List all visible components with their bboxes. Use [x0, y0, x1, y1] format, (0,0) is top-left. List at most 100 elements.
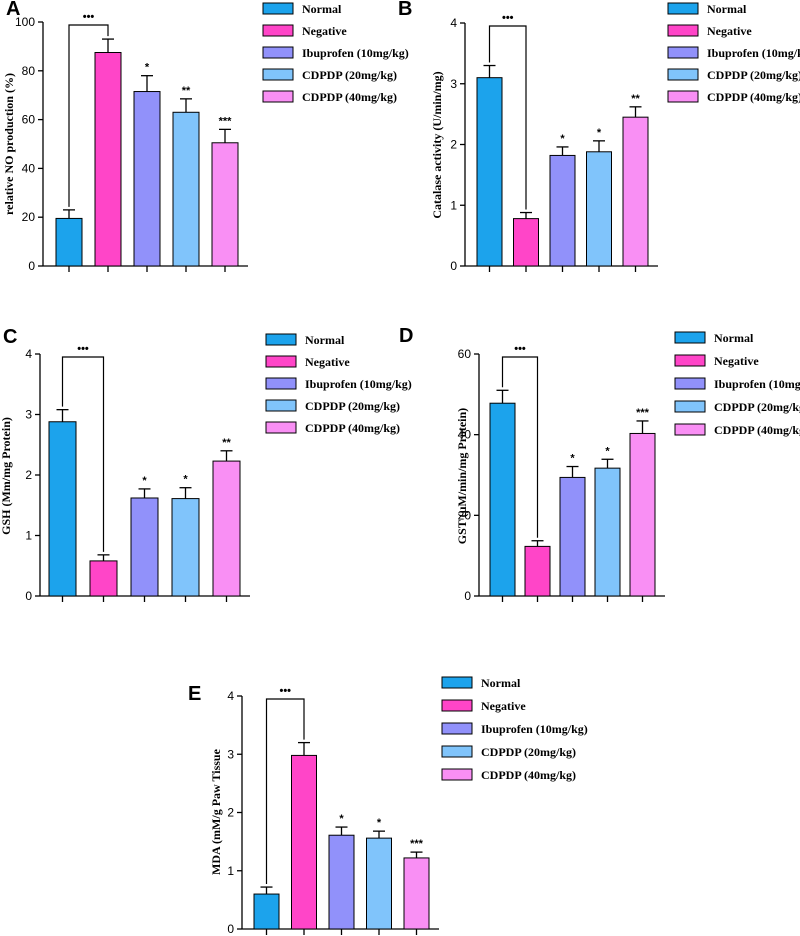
- comparison-marker: •••: [279, 685, 291, 697]
- legend-swatch: [667, 2, 699, 15]
- significance-label: *: [560, 133, 565, 145]
- y-tick-label: 0: [28, 259, 35, 273]
- y-tick-label: 0: [25, 589, 32, 603]
- legend-swatch: [674, 400, 706, 413]
- y-tick-label: 1: [25, 529, 32, 543]
- legend-label: CDPDP (40mg/kg): [305, 421, 400, 435]
- y-tick-label: 2: [450, 138, 457, 152]
- legend-label: CDPDP (20mg/kg): [714, 400, 800, 414]
- y-tick-label: 0: [227, 922, 234, 936]
- legend-swatch: [674, 423, 706, 436]
- y-tick-label: 20: [458, 508, 472, 522]
- y-axis-label: GST (μM/min/mg Protein): [455, 408, 469, 544]
- bar: [212, 460, 241, 597]
- legend-label: CDPDP (20mg/kg): [481, 745, 576, 759]
- bar: [211, 142, 239, 267]
- y-tick-label: 1: [227, 864, 234, 878]
- y-tick-label: 2: [227, 806, 234, 820]
- bar: [55, 217, 83, 267]
- legend-label: CDPDP (20mg/kg): [707, 68, 800, 82]
- legend-label: CDPDP (40mg/kg): [481, 768, 576, 782]
- legend-label: Negative: [707, 24, 752, 38]
- legend-label: Normal: [481, 676, 521, 690]
- legend-label: Normal: [305, 333, 345, 347]
- bar: [94, 52, 122, 267]
- legend-label: CDPDP (40mg/kg): [707, 90, 800, 104]
- legend-label: Negative: [714, 354, 759, 368]
- legend-swatch: [441, 768, 473, 781]
- legend-label: Normal: [714, 331, 754, 345]
- comparison-marker: •••: [77, 343, 89, 355]
- bar: [253, 893, 280, 930]
- bar: [291, 754, 317, 930]
- comparison-marker: •••: [502, 12, 514, 24]
- bar: [403, 857, 430, 930]
- bar: [549, 154, 576, 267]
- significance-label: ***: [410, 838, 424, 850]
- legend-label: Ibuprofen (10mg/kg): [302, 46, 409, 60]
- y-tick-label: 0: [464, 589, 471, 603]
- legend-swatch: [441, 676, 473, 689]
- legend-swatch: [262, 90, 294, 103]
- legend-label: CDPDP (40mg/kg): [714, 423, 800, 437]
- legend-swatch: [667, 68, 699, 81]
- comparison-bracket: [61, 356, 105, 552]
- comparison-marker: •••: [83, 11, 95, 23]
- significance-label: **: [631, 93, 640, 105]
- bar: [172, 111, 200, 267]
- significance-label: *: [377, 817, 382, 829]
- bar: [559, 476, 586, 597]
- y-tick-label: 60: [22, 113, 36, 127]
- significance-label: *: [183, 474, 188, 486]
- panel-letter: E: [188, 683, 201, 705]
- significance-label: *: [145, 62, 150, 74]
- legend-swatch: [262, 2, 294, 15]
- legend-label: Ibuprofen (10mg/kg): [714, 377, 800, 391]
- panel-letter: A: [6, 0, 20, 20]
- legend-swatch: [667, 90, 699, 103]
- y-tick-label: 4: [450, 16, 457, 30]
- bar: [629, 432, 656, 597]
- significance-label: **: [222, 437, 231, 449]
- legend-swatch: [674, 331, 706, 344]
- y-tick-label: 2: [25, 468, 32, 482]
- y-tick-label: 80: [22, 64, 36, 78]
- legend-label: Negative: [305, 355, 350, 369]
- significance-label: *: [605, 445, 610, 457]
- y-tick-label: 40: [458, 428, 472, 442]
- legend-label: Ibuprofen (10mg/kg): [305, 377, 412, 391]
- legend-swatch: [265, 377, 297, 390]
- bar: [130, 497, 159, 597]
- bar: [489, 402, 516, 597]
- legend-swatch: [667, 24, 699, 37]
- y-tick-label: 40: [22, 161, 36, 175]
- legend-label: Ibuprofen (10mg/kg): [481, 722, 588, 736]
- bar: [133, 91, 161, 267]
- significance-label: *: [597, 127, 602, 139]
- y-tick-label: 3: [227, 747, 234, 761]
- significance-label: *: [339, 813, 344, 825]
- y-tick-label: 4: [227, 689, 234, 703]
- significance-label: *: [142, 475, 147, 487]
- y-axis-label: MDA (mM/g Paw Tissue: [209, 748, 223, 875]
- legend-label: Ibuprofen (10mg/kg): [707, 46, 800, 60]
- y-tick-label: 100: [15, 15, 35, 29]
- significance-label: ***: [636, 407, 650, 419]
- significance-label: ***: [219, 115, 233, 127]
- panel-letter: D: [399, 325, 413, 347]
- bar: [328, 834, 355, 930]
- bar: [171, 498, 200, 597]
- legend-swatch: [674, 377, 706, 390]
- comparison-bracket: [488, 25, 527, 210]
- legend-label: CDPDP (20mg/kg): [305, 399, 400, 413]
- bar: [586, 151, 612, 267]
- legend-swatch: [441, 699, 473, 712]
- panel-letter: C: [3, 326, 17, 348]
- panel-a: A 0 20 40 60 80 100 relative NO production (%) *…: [2, 0, 409, 273]
- legend-swatch: [262, 24, 294, 37]
- y-axis-label: GSH (Mm/mg Protein): [0, 417, 13, 535]
